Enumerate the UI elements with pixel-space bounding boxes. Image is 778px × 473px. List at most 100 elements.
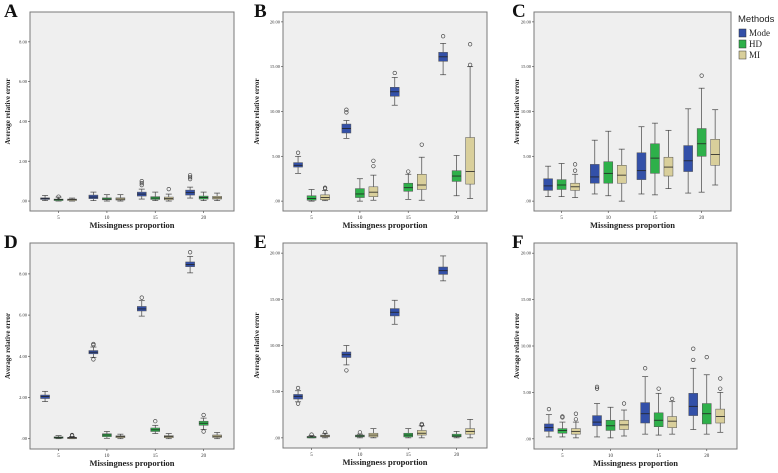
x-tick-label: 20 <box>699 216 705 221</box>
legend-label-mode: Mode <box>749 28 770 38</box>
iqr-box <box>293 162 303 168</box>
box-mi-5 <box>571 411 581 439</box>
panel-c: C .00 5.00 10.00 15.00 20.00 5 10 15 20 Missingnes… <box>512 1 732 230</box>
box-mi-15 <box>663 129 674 189</box>
x-tick-label: 5 <box>561 454 564 459</box>
box-hd-10 <box>102 431 112 439</box>
y-tick-label: 4.00 <box>19 354 28 359</box>
y-tick-label: 20.00 <box>521 251 532 256</box>
outlier-point <box>188 173 193 178</box>
box-mi-15 <box>164 433 174 440</box>
box-mi-20 <box>212 432 222 440</box>
box-hd-5 <box>306 432 317 439</box>
iqr-box <box>603 161 614 184</box>
iqr-box <box>696 128 707 157</box>
plot-area <box>29 242 235 450</box>
iqr-box <box>617 165 627 184</box>
box-mode-15 <box>137 295 147 317</box>
iqr-box <box>650 143 660 174</box>
x-tick-label: 15 <box>656 454 662 459</box>
box-mi-20 <box>465 419 475 439</box>
box-hd-10 <box>355 430 365 439</box>
outlier-point <box>357 430 363 435</box>
iqr-box <box>688 393 699 416</box>
y-tick-label: 8.00 <box>19 271 28 276</box>
outlier-point <box>572 162 578 167</box>
iqr-box <box>306 195 317 201</box>
y-tick-label: 2.00 <box>19 159 28 164</box>
outlier-point <box>153 419 158 424</box>
box-hd-20 <box>451 155 462 197</box>
box-mi-20 <box>710 109 720 186</box>
box-mode-10 <box>88 341 99 362</box>
outlier-point <box>371 164 376 169</box>
y-axis-label: Average relative error <box>253 312 261 378</box>
panel-letter: E <box>254 232 267 253</box>
outlier-point <box>295 401 301 406</box>
box-mode-15 <box>137 179 147 200</box>
box-mode-15 <box>390 70 400 106</box>
y-tick-label: .00 <box>525 199 531 204</box>
box-mi-5 <box>570 162 580 198</box>
box-mode-5 <box>543 165 553 198</box>
box-hd-15 <box>150 419 161 434</box>
box-hd-5 <box>556 163 567 198</box>
legend-swatch-mi <box>738 50 747 60</box>
outlier-point <box>546 406 552 412</box>
outlier-point <box>419 421 424 427</box>
outlier-point <box>56 194 61 199</box>
box-mi-5 <box>67 197 77 202</box>
box-mode-20 <box>185 250 195 274</box>
box-mode-10 <box>592 384 602 438</box>
outlier-point <box>718 386 723 391</box>
outlier-point <box>468 62 473 67</box>
outlier-point <box>560 414 565 419</box>
box-mode-15 <box>390 299 400 325</box>
outlier-point <box>322 430 328 435</box>
iqr-box <box>605 419 616 431</box>
box-mode-10 <box>88 191 99 202</box>
outlier-point <box>322 185 328 190</box>
box-hd-5 <box>53 194 64 202</box>
outlier-point <box>69 432 75 438</box>
outlier-point <box>139 181 144 186</box>
panel-a: A .00 2.00 4.00 6.00 8.00 5 10 15 20 Missingness p… <box>4 1 235 230</box>
outlier-point <box>572 168 578 173</box>
x-tick-label: 10 <box>608 454 614 459</box>
outlier-point <box>621 401 627 406</box>
box-hd-10 <box>355 178 365 202</box>
x-tick-label: 20 <box>704 454 710 459</box>
y-tick-label: 5.00 <box>272 389 281 394</box>
outlier-point <box>139 183 144 188</box>
y-tick-label: 10.00 <box>521 344 532 349</box>
iqr-box <box>355 188 365 198</box>
legend-title: Methods <box>738 14 775 25</box>
box-mi-10 <box>619 401 629 437</box>
outlier-point <box>139 295 144 300</box>
x-tick-label: 5 <box>57 454 60 459</box>
panel-e: E .00 5.00 10.00 15.00 20.00 5 10 15 20 Missingnes… <box>253 232 488 467</box>
y-tick-label: 15.00 <box>270 297 281 302</box>
box-hd-5 <box>53 435 64 440</box>
iqr-box <box>640 402 650 424</box>
iqr-box <box>451 433 462 438</box>
y-axis-label: Average relative error <box>253 78 261 144</box>
y-tick-label: 20.00 <box>270 251 281 256</box>
iqr-box <box>368 186 379 197</box>
iqr-box <box>663 156 674 177</box>
outlier-point <box>166 187 171 192</box>
panel-f: F .00 5.00 10.00 15.00 20.00 5 10 15 20 Missingnes… <box>512 232 738 468</box>
iqr-box <box>592 415 602 427</box>
legend: Methods Mode HD MI <box>738 14 775 60</box>
y-axis-label: Average relative error <box>513 78 521 144</box>
outlier-point <box>188 177 193 182</box>
x-axis-label: Missingness proportion <box>342 457 427 467</box>
outlier-point <box>643 366 648 371</box>
box-mode-20 <box>185 173 195 199</box>
box-mi-15 <box>667 396 677 435</box>
outlier-point <box>188 250 193 255</box>
box-mi-10 <box>368 428 379 439</box>
panel-b: B .00 5.00 10.00 15.00 20.00 5 10 15 20 Missingnes… <box>253 1 488 230</box>
y-tick-label: 20.00 <box>270 19 281 24</box>
